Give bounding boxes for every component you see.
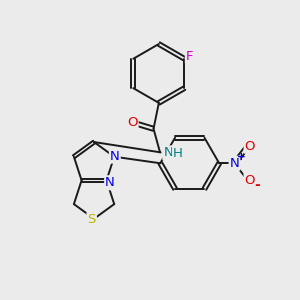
Text: -: - [255,178,260,192]
Text: S: S [88,213,96,226]
Text: O: O [244,140,255,153]
Text: F: F [186,50,194,63]
Text: H: H [173,147,183,160]
Text: N: N [230,157,239,170]
Text: O: O [244,174,255,187]
Text: N: N [164,146,173,159]
Text: O: O [127,116,138,129]
Text: +: + [237,152,246,162]
Text: N: N [110,150,120,163]
Text: N: N [105,176,115,189]
